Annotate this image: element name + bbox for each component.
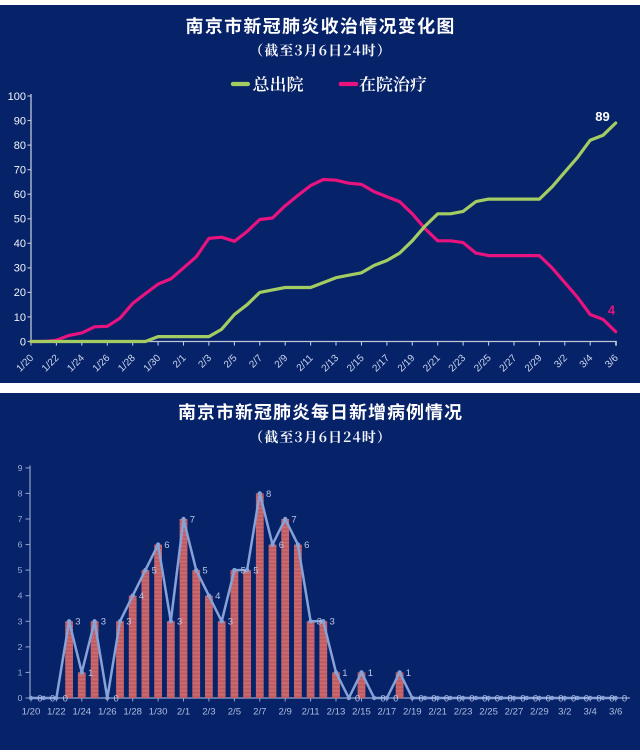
svg-text:3: 3 <box>228 617 233 628</box>
svg-text:2/3: 2/3 <box>202 707 215 718</box>
svg-text:0: 0 <box>419 693 424 704</box>
svg-text:1: 1 <box>406 668 411 679</box>
svg-text:2/1: 2/1 <box>177 707 190 718</box>
svg-text:100: 100 <box>8 91 26 103</box>
svg-text:2/5: 2/5 <box>228 707 241 718</box>
svg-text:2/21: 2/21 <box>428 707 447 718</box>
svg-text:2/25: 2/25 <box>479 707 498 718</box>
svg-text:7: 7 <box>18 514 23 524</box>
svg-text:5: 5 <box>18 565 23 575</box>
svg-text:3: 3 <box>126 617 131 628</box>
svg-text:0: 0 <box>482 693 487 704</box>
svg-text:2/13: 2/13 <box>327 707 346 718</box>
svg-text:2/29: 2/29 <box>530 707 549 718</box>
svg-text:70: 70 <box>14 165 26 177</box>
svg-text:6: 6 <box>164 540 169 551</box>
svg-text:0: 0 <box>63 693 68 704</box>
svg-text:1/30: 1/30 <box>149 707 168 718</box>
svg-text:2: 2 <box>18 642 23 652</box>
svg-text:0: 0 <box>457 693 462 704</box>
svg-text:0: 0 <box>380 693 385 704</box>
svg-text:8: 8 <box>18 488 23 498</box>
svg-text:3: 3 <box>330 617 335 628</box>
svg-text:2/23: 2/23 <box>454 707 473 718</box>
svg-text:1: 1 <box>342 668 347 679</box>
svg-text:0: 0 <box>508 693 513 704</box>
svg-text:3: 3 <box>18 616 23 626</box>
svg-text:10: 10 <box>14 312 26 324</box>
svg-text:0: 0 <box>20 336 26 348</box>
svg-text:1: 1 <box>368 668 373 679</box>
svg-text:4: 4 <box>215 591 220 602</box>
svg-text:3/6: 3/6 <box>609 707 622 718</box>
svg-text:1/26: 1/26 <box>98 707 117 718</box>
svg-text:5: 5 <box>241 566 246 577</box>
svg-text:2/7: 2/7 <box>253 707 266 718</box>
svg-text:8: 8 <box>266 489 271 500</box>
svg-text:0: 0 <box>622 693 627 704</box>
svg-text:40: 40 <box>14 238 26 250</box>
svg-text:0: 0 <box>431 693 436 704</box>
svg-text:9: 9 <box>18 463 23 473</box>
svg-text:0: 0 <box>18 693 23 703</box>
svg-text:6: 6 <box>18 540 23 550</box>
svg-text:0: 0 <box>520 693 525 704</box>
svg-text:0: 0 <box>114 693 119 704</box>
svg-text:50: 50 <box>14 214 26 226</box>
svg-text:2/11: 2/11 <box>302 707 320 718</box>
svg-text:7: 7 <box>291 514 296 525</box>
svg-text:2/15: 2/15 <box>352 707 371 718</box>
svg-text:0: 0 <box>571 693 576 704</box>
svg-text:2/17: 2/17 <box>378 707 397 718</box>
svg-text:80: 80 <box>14 140 26 152</box>
svg-text:0: 0 <box>558 693 563 704</box>
svg-text:3/4: 3/4 <box>584 707 598 718</box>
svg-text:3: 3 <box>75 617 80 628</box>
svg-text:0: 0 <box>355 693 360 704</box>
svg-text:0: 0 <box>546 693 551 704</box>
svg-text:6: 6 <box>304 540 309 551</box>
svg-text:89: 89 <box>595 109 609 124</box>
svg-text:0: 0 <box>469 693 474 704</box>
svg-text:5: 5 <box>152 566 157 577</box>
svg-text:0: 0 <box>533 693 538 704</box>
svg-text:0: 0 <box>609 693 614 704</box>
svg-text:30: 30 <box>14 263 26 275</box>
svg-text:6: 6 <box>279 540 284 551</box>
svg-text:0: 0 <box>495 693 500 704</box>
svg-text:60: 60 <box>14 189 26 201</box>
svg-text:0: 0 <box>393 693 398 704</box>
svg-text:3: 3 <box>177 617 182 628</box>
svg-text:0: 0 <box>444 693 449 704</box>
svg-text:1/28: 1/28 <box>123 707 142 718</box>
svg-text:0: 0 <box>50 693 55 704</box>
svg-text:4: 4 <box>139 591 144 602</box>
svg-text:1/22: 1/22 <box>47 707 66 718</box>
svg-text:7: 7 <box>190 514 195 525</box>
svg-text:90: 90 <box>14 115 26 127</box>
svg-text:3/2: 3/2 <box>558 707 571 718</box>
svg-text:1/24: 1/24 <box>72 707 91 718</box>
svg-text:5: 5 <box>202 566 207 577</box>
svg-text:0: 0 <box>37 693 42 704</box>
svg-text:4: 4 <box>608 303 616 318</box>
svg-text:0: 0 <box>596 693 601 704</box>
svg-text:1: 1 <box>18 667 23 677</box>
svg-text:1: 1 <box>88 668 93 679</box>
svg-text:0: 0 <box>584 693 589 704</box>
svg-text:2/19: 2/19 <box>403 707 422 718</box>
svg-text:2/9: 2/9 <box>279 707 292 718</box>
svg-text:20: 20 <box>14 287 26 299</box>
svg-text:1/20: 1/20 <box>22 707 41 718</box>
svg-text:2/27: 2/27 <box>505 707 524 718</box>
svg-text:4: 4 <box>18 591 23 601</box>
svg-text:3: 3 <box>101 617 106 628</box>
svg-text:3: 3 <box>317 617 322 628</box>
svg-text:5: 5 <box>253 566 258 577</box>
